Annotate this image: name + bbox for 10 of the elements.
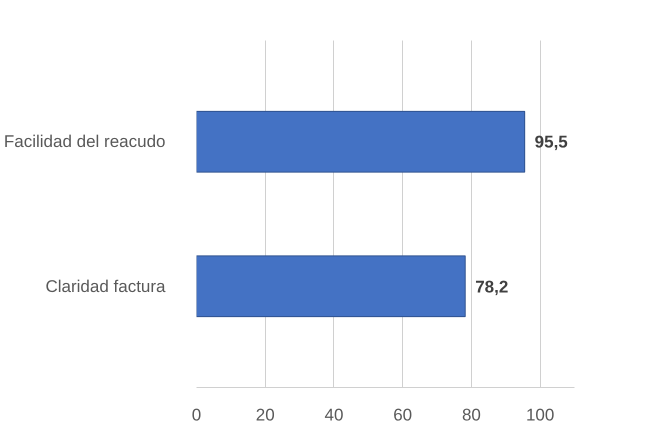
y-tick-label: Facilidad del reacudo xyxy=(4,132,166,152)
data-label: 95,5 xyxy=(534,132,568,152)
data-label: 78,2 xyxy=(475,277,508,296)
y-tick-label: Claridad factura xyxy=(45,276,166,296)
x-tick-label: 40 xyxy=(324,406,344,423)
x-tick-label: 0 xyxy=(192,406,202,423)
x-tick-label: 100 xyxy=(526,406,554,423)
x-tick-label: 60 xyxy=(393,406,412,423)
x-tick-label: 20 xyxy=(256,406,275,423)
x-tick-label: 80 xyxy=(462,406,481,423)
